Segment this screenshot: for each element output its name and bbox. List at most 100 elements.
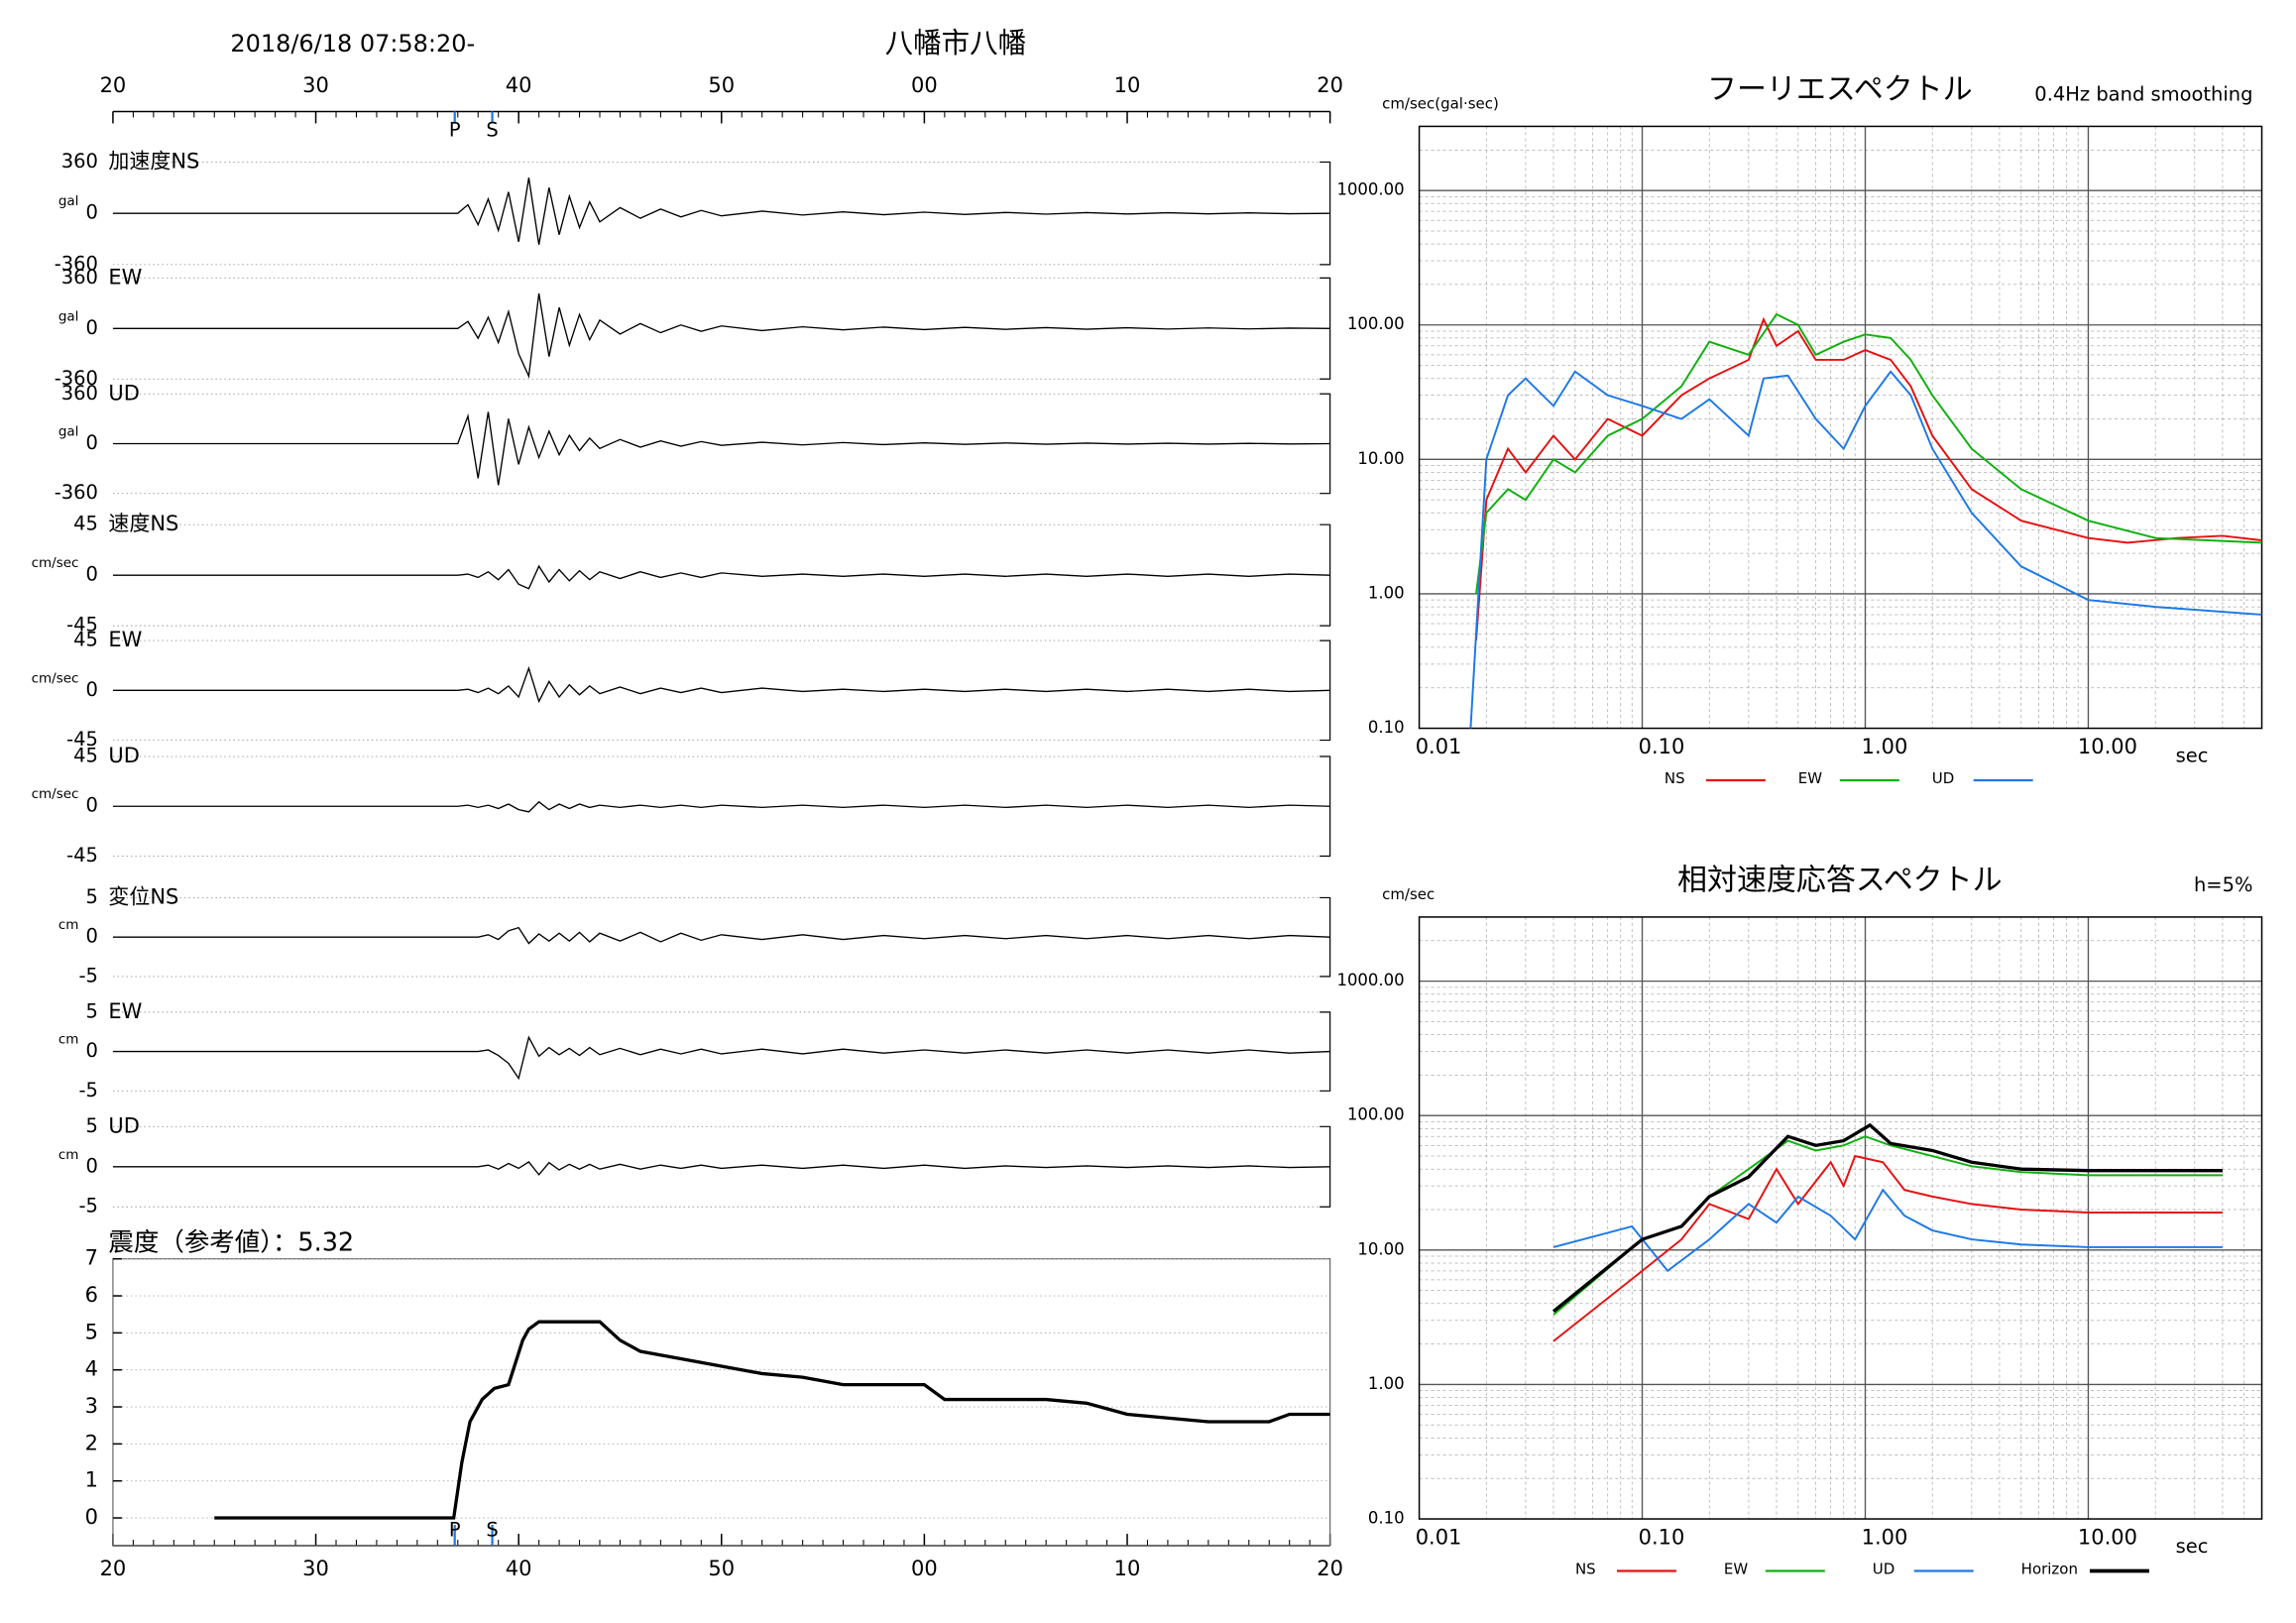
spectrum-line bbox=[1552, 1154, 2223, 1342]
x-tick-label: 0.10 bbox=[1639, 735, 1685, 758]
waveform bbox=[112, 665, 1330, 704]
y-tick-label: 360 bbox=[61, 150, 98, 173]
legend-label: EW bbox=[1798, 769, 1822, 787]
waveform bbox=[112, 564, 1330, 590]
y-tick-label: 0 bbox=[86, 1039, 98, 1062]
waveform bbox=[112, 1161, 1330, 1176]
waveform bbox=[112, 1035, 1330, 1081]
y-tick-label: 5 bbox=[86, 885, 98, 908]
y-tick-label: 100.00 bbox=[1347, 314, 1405, 333]
waveform bbox=[112, 411, 1330, 486]
legend-label: UD bbox=[1932, 769, 1955, 787]
waveform bbox=[112, 177, 1330, 245]
y-tick-label: 2 bbox=[85, 1431, 98, 1454]
panel-label: EW bbox=[108, 265, 142, 289]
y-tick-label: 5 bbox=[85, 1320, 98, 1343]
panel-label: EW bbox=[108, 999, 142, 1023]
x-tick-label: 30 bbox=[302, 1557, 329, 1580]
spectrum-line bbox=[1551, 1122, 2223, 1313]
phase-label: P bbox=[449, 1519, 461, 1542]
y-tick-label: 360 bbox=[61, 382, 98, 405]
unit-label: cm bbox=[58, 917, 79, 933]
y-tick-label: 0 bbox=[86, 431, 98, 454]
y-tick-label: 45 bbox=[73, 513, 98, 535]
x-tick-label: 0.01 bbox=[1416, 735, 1462, 758]
panel-label: 速度NS bbox=[108, 512, 178, 535]
y-tick-label: -5 bbox=[79, 1079, 98, 1101]
panel-label: UD bbox=[108, 1113, 140, 1137]
y-tick-label: 10.00 bbox=[1357, 449, 1404, 468]
spectrum-line bbox=[1469, 370, 2262, 729]
x-tick-label: 1.00 bbox=[1862, 1526, 1908, 1550]
y-tick-label: 0 bbox=[86, 794, 98, 817]
y-tick-label: 0 bbox=[86, 201, 98, 224]
x-tick-label: 10 bbox=[1114, 1557, 1141, 1580]
y-tick-label: 0.10 bbox=[1368, 718, 1405, 737]
unit-label: cm/sec bbox=[32, 670, 79, 686]
chart-note: h=5% bbox=[2194, 873, 2253, 896]
y-tick-label: -360 bbox=[55, 481, 98, 504]
y-tick-label: 45 bbox=[73, 745, 98, 767]
y-axis-label: cm/sec bbox=[1382, 885, 1435, 903]
waveform bbox=[112, 800, 1330, 813]
y-tick-label: -45 bbox=[66, 614, 98, 637]
y-tick-label: 5 bbox=[86, 999, 98, 1022]
x-tick-label: 20 bbox=[1317, 1557, 1343, 1580]
waveform bbox=[112, 926, 1330, 945]
panel-label: UD bbox=[108, 744, 140, 767]
y-tick-label: 10.00 bbox=[1357, 1239, 1404, 1258]
y-tick-label: -45 bbox=[66, 844, 98, 867]
x-tick-label: 00 bbox=[911, 1557, 938, 1580]
x-tick-label: 20 bbox=[100, 73, 127, 97]
x-tick-label: 0.10 bbox=[1639, 1526, 1685, 1550]
unit-label: cm/sec bbox=[32, 786, 79, 802]
y-axis-label: cm/sec(gal·sec) bbox=[1382, 94, 1499, 112]
phase-label: S bbox=[486, 1519, 498, 1542]
panel-frame bbox=[112, 1258, 1331, 1547]
waveform bbox=[112, 292, 1330, 379]
y-tick-label: 1000.00 bbox=[1336, 971, 1404, 989]
phase-label: S bbox=[486, 118, 498, 141]
panel-title: 震度（参考値）：5.32 bbox=[108, 1228, 354, 1258]
x-axis-label: sec bbox=[2176, 745, 2209, 767]
legend-label: NS bbox=[1575, 1561, 1596, 1578]
spectrum-line bbox=[1475, 316, 2262, 641]
y-tick-label: -5 bbox=[79, 964, 98, 986]
y-tick-label: 0 bbox=[85, 1505, 98, 1529]
x-tick-label: 10.00 bbox=[2078, 1526, 2137, 1550]
y-tick-label: 360 bbox=[61, 266, 98, 289]
x-tick-label: 50 bbox=[708, 1557, 735, 1580]
y-tick-label: 0 bbox=[86, 1154, 98, 1177]
y-tick-label: 1.00 bbox=[1368, 1374, 1405, 1393]
y-tick-label: 0 bbox=[86, 563, 98, 586]
legend-label: UD bbox=[1873, 1561, 1895, 1578]
phase-label: P bbox=[449, 118, 461, 141]
legend-label: Horizon bbox=[2021, 1561, 2078, 1578]
x-tick-label: 50 bbox=[708, 73, 735, 97]
x-tick-label: 30 bbox=[302, 73, 329, 97]
panel-label: 加速度NS bbox=[108, 149, 199, 173]
chart-title: フーリエスペクトル bbox=[1707, 72, 1973, 107]
y-tick-label: 7 bbox=[85, 1246, 98, 1270]
y-tick-label: 6 bbox=[85, 1283, 98, 1307]
y-tick-label: 4 bbox=[85, 1357, 98, 1381]
y-tick-label: -45 bbox=[66, 728, 98, 751]
plot-frame bbox=[1418, 125, 2263, 730]
y-tick-label: 45 bbox=[73, 629, 98, 651]
y-tick-label: 0 bbox=[86, 925, 98, 948]
legend-label: NS bbox=[1665, 769, 1685, 787]
y-tick-label: -360 bbox=[55, 367, 98, 390]
x-tick-label: 20 bbox=[100, 1557, 127, 1580]
x-tick-label: 1.00 bbox=[1862, 735, 1908, 758]
x-tick-label: 00 bbox=[911, 73, 938, 97]
panel-bracket bbox=[1320, 639, 1331, 742]
y-tick-label: 1.00 bbox=[1368, 583, 1405, 602]
spectrum-line bbox=[1552, 1135, 2223, 1316]
y-tick-label: -5 bbox=[79, 1195, 98, 1217]
x-tick-label: 40 bbox=[506, 73, 532, 97]
plot-frame bbox=[1418, 916, 2263, 1520]
x-tick-label: 0.01 bbox=[1416, 1526, 1462, 1550]
y-tick-label: 100.00 bbox=[1347, 1105, 1405, 1124]
x-tick-label: 10.00 bbox=[2078, 735, 2137, 758]
